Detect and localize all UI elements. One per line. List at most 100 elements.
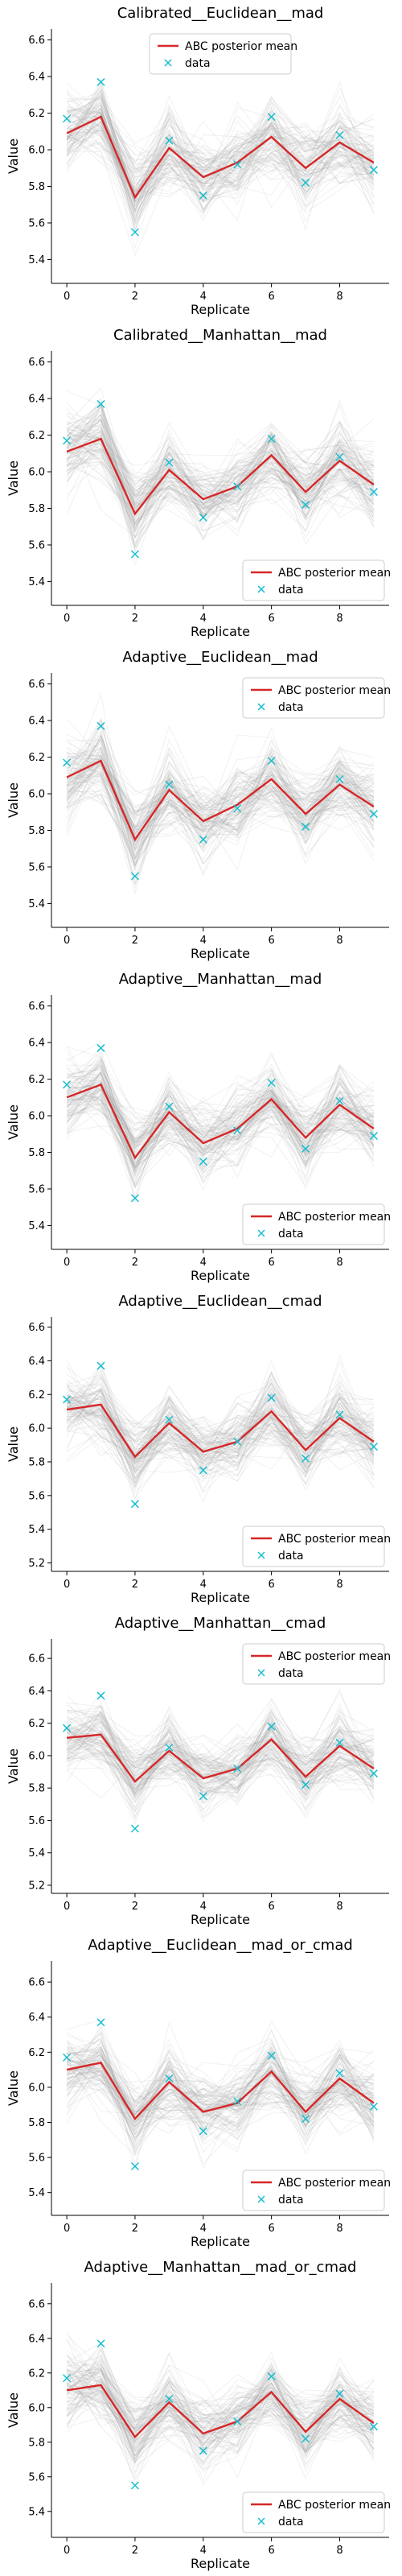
posterior-sample-line: [66, 93, 375, 204]
data-point: [369, 2422, 378, 2431]
posterior-sample-line: [66, 2361, 375, 2467]
y-tick-label: 6.2: [28, 430, 45, 442]
posterior-sample-line: [67, 2368, 375, 2449]
y-tick-label: 5.4: [28, 576, 45, 588]
posterior-sample-line: [66, 95, 375, 231]
posterior-sample-line: [66, 2356, 375, 2440]
data-point: [96, 1043, 105, 1052]
posterior-sample-line: [66, 119, 375, 208]
posterior-sample-line: [67, 1084, 375, 1168]
data-point: [369, 166, 378, 175]
posterior-sample-line: [66, 120, 375, 212]
posterior-sample-line: [66, 2368, 375, 2424]
posterior-sample-line: [66, 1707, 375, 1811]
chart-title: Adaptive__Euclidean__mad_or_cmad: [88, 1937, 353, 1954]
chart-panel-0: Calibrated__Euclidean__mad 5.4 5.6 5.8 6.0 6.…: [6, 5, 389, 317]
posterior-sample-line: [67, 2029, 375, 2139]
posterior-sample-line: [66, 2370, 375, 2446]
posterior-sample-line: [67, 1068, 375, 1142]
y-tick-label: 6.4: [28, 1686, 45, 1698]
posterior-sample-line: [67, 2059, 375, 2128]
posterior-sample-line: [66, 2384, 375, 2466]
x-tick-label: 0: [64, 291, 70, 303]
data-point: [63, 758, 72, 767]
posterior-sample-line: [66, 752, 375, 856]
posterior-sample-line: [66, 1382, 375, 1455]
posterior-sample-line: [66, 2032, 375, 2113]
posterior-sample-line: [66, 428, 375, 530]
posterior-sample-line: [66, 130, 375, 217]
data-point: [165, 1415, 174, 1424]
y-tick-label: 6.6: [28, 1001, 45, 1013]
chart-panel-2: Adaptive__Euclidean__mad 5.4 5.6 5.8 6.0 6.2 6…: [6, 649, 391, 961]
data-point: [165, 2074, 174, 2083]
legend-data-label: data: [278, 701, 304, 714]
posterior-sample-line: [66, 109, 374, 172]
posterior-sample-line: [66, 1092, 375, 1187]
posterior-sample-line: [67, 1097, 375, 1169]
posterior-sample-line: [66, 110, 375, 211]
posterior-sample-line: [66, 1367, 375, 1470]
posterior-sample-line: [66, 2058, 375, 2145]
legend-mean-label: ABC posterior mean: [278, 1211, 391, 1224]
posterior-sample-line: [66, 1067, 375, 1170]
posterior-sample-line: [66, 1372, 375, 1457]
x-axis-label: Replicate: [191, 1268, 250, 1283]
posterior-sample-line: [67, 2068, 374, 2116]
posterior-sample-line: [67, 766, 375, 881]
legend-box: [242, 1525, 385, 1567]
posterior-sample-line: [66, 1714, 375, 1795]
posterior-sample-line: [66, 1059, 374, 1158]
posterior-sample-line: [66, 431, 375, 521]
posterior-sample-line: [66, 762, 374, 813]
posterior-sample-line: [67, 1360, 375, 1466]
posterior-sample-line: [66, 436, 375, 518]
posterior-sample-line: [66, 1062, 375, 1158]
posterior-sample-line: [66, 105, 375, 216]
posterior-sample-line: [67, 1739, 375, 1798]
posterior-sample-line: [66, 441, 375, 532]
posterior-sample-line: [67, 1084, 375, 1150]
chart-title: Calibrated__Manhattan__mad: [113, 327, 327, 344]
posterior-sample-line: [67, 2372, 375, 2451]
posterior-mean-line: [66, 759, 375, 842]
data-point: [96, 721, 105, 730]
x-tick-label: 6: [268, 935, 274, 947]
legend-data-label: data: [185, 57, 211, 70]
posterior-sample-line: [66, 2056, 375, 2126]
posterior-sample-line: [66, 1417, 375, 1491]
posterior-sample-line: [66, 1071, 375, 1167]
posterior-sample-line: [66, 724, 375, 833]
posterior-sample-line: [66, 1711, 375, 1795]
posterior-sample-line: [66, 762, 375, 896]
y-tick-label: 6.4: [28, 1356, 45, 1368]
legend-mean-label: ABC posterior mean: [278, 2177, 391, 2190]
posterior-sample-line: [66, 415, 375, 521]
posterior-sample-line: [66, 1375, 375, 1470]
posterior-sample-line: [66, 1390, 375, 1471]
posterior-sample-line: [66, 2052, 375, 2140]
posterior-sample-line: [66, 2063, 374, 2129]
posterior-sample-line: [66, 439, 374, 513]
posterior-sample-line: [67, 2046, 375, 2157]
posterior-sample-line: [66, 1725, 375, 1783]
posterior-sample-line: [66, 1714, 375, 1784]
posterior-sample-line: [66, 758, 375, 828]
posterior-sample-line: [66, 2030, 375, 2130]
posterior-sample-line: [66, 734, 375, 869]
posterior-samples: [66, 693, 375, 896]
x-axis-label: Replicate: [191, 1912, 250, 1927]
posterior-sample-line: [66, 1359, 375, 1468]
posterior-sample-line: [67, 433, 375, 516]
posterior-sample-line: [67, 1064, 374, 1123]
posterior-sample-line: [66, 2019, 374, 2155]
posterior-sample-line: [66, 2369, 375, 2446]
posterior-sample-line: [66, 402, 375, 515]
posterior-sample-line: [66, 1406, 375, 1459]
data-point: [130, 550, 139, 559]
posterior-sample-line: [66, 417, 375, 518]
posterior-sample-line: [66, 441, 375, 529]
posterior-sample-line: [66, 1735, 375, 1788]
posterior-sample-line: [66, 2373, 374, 2466]
x-tick-label: 6: [268, 613, 274, 625]
